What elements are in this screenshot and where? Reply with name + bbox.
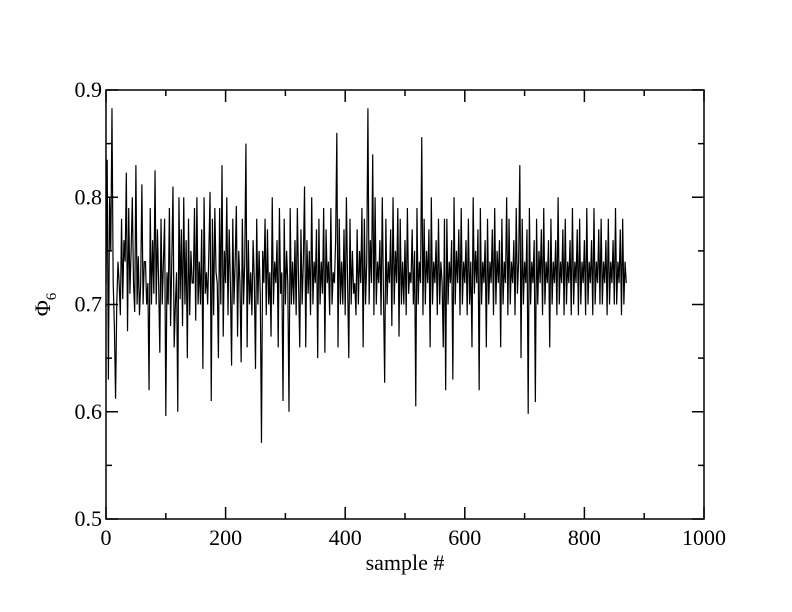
y-tick-labels: 0.5 0.6 0.7 0.8 0.9 <box>75 77 103 531</box>
y-axis-label-subscript: 6 <box>44 292 60 300</box>
x-tick-label: 200 <box>209 525 242 550</box>
series-line <box>105 108 627 443</box>
x-tick-label: 1000 <box>682 525 726 550</box>
x-axis-label: sample # <box>366 550 445 575</box>
y-tick-label: 0.5 <box>75 506 103 531</box>
y-axis-label: Φ6 <box>30 292 60 316</box>
x-tick-labels: 0 200 400 600 800 1000 <box>101 525 727 550</box>
axis-ticks <box>105 89 705 520</box>
x-tick-label: 800 <box>568 525 601 550</box>
y-tick-label: 0.8 <box>75 184 103 209</box>
plot-area <box>105 89 705 520</box>
y-axis-label-symbol: Φ <box>30 300 55 316</box>
x-tick-label: 0 <box>101 525 112 550</box>
y-tick-label: 0.7 <box>75 292 103 317</box>
y-tick-label: 0.9 <box>75 77 103 102</box>
x-tick-label: 400 <box>329 525 362 550</box>
y-tick-label: 0.6 <box>75 399 103 424</box>
x-tick-label: 600 <box>448 525 481 550</box>
